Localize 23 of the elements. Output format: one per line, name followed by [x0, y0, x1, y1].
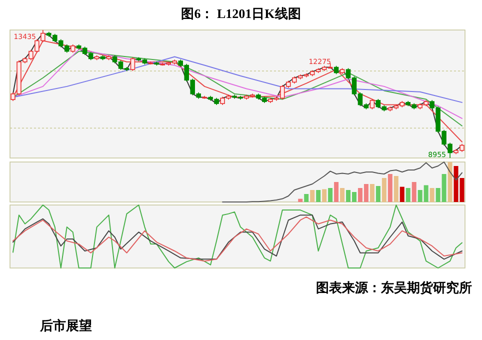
bar — [388, 174, 392, 202]
candlestick — [130, 56, 136, 72]
bar — [340, 188, 345, 202]
bar — [430, 188, 434, 202]
bar — [406, 188, 410, 202]
bar — [334, 182, 339, 202]
bar — [298, 198, 303, 202]
bar — [316, 190, 321, 202]
chart-title: 图6： L1201日K线图 — [181, 6, 301, 21]
text: 图表来源：东吴期货研究所 — [316, 280, 472, 295]
bar — [328, 188, 333, 202]
bar — [370, 184, 374, 202]
bar — [382, 178, 386, 202]
bar — [376, 186, 380, 202]
bar — [322, 189, 327, 202]
bar — [310, 190, 315, 202]
text: 后市展望 — [39, 318, 92, 333]
bar — [400, 186, 404, 202]
bar — [448, 162, 452, 202]
bar — [304, 194, 309, 202]
candlestick — [370, 98, 375, 110]
bar — [412, 182, 416, 202]
bar — [394, 176, 398, 202]
